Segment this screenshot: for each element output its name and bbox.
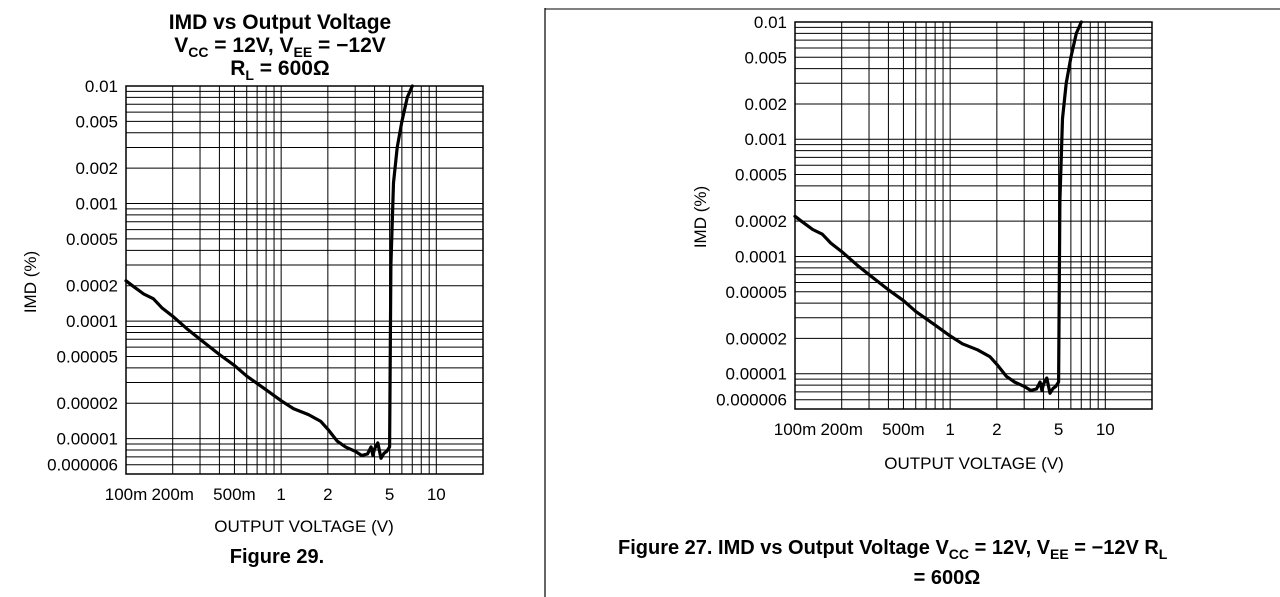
right-chart-y-tick-label: 0.01: [754, 13, 787, 32]
left-chart-grid: [125, 85, 484, 475]
right-chart-x-tick-label: 5: [1054, 420, 1063, 439]
right-chart-x-tick-label: 100m: [774, 420, 817, 439]
left-chart-y-tick-label: 0.00002: [57, 394, 118, 413]
left-chart-x-tick-label: 10: [427, 485, 446, 504]
right-chart-y-tick-label: 0.002: [744, 95, 787, 114]
left-chart-y-tick-labels: 0.01 0.005 0.002 0.001 0.0005 0.0002 0.0001 0.0…: [47, 77, 118, 475]
right-chart-x-tick-labels: 100m 200m 500m 1 2 5 10: [774, 420, 1115, 439]
left-chart-x-tick-label: 100m: [105, 485, 148, 504]
left-figure-caption: Figure 29.: [230, 546, 324, 568]
right-chart-series-line: [793, 20, 1083, 395]
right-chart-x-tick-label: 10: [1096, 420, 1115, 439]
right-chart-y-axis-label: IMD (%): [691, 186, 710, 248]
right-figure-caption: Figure 27. IMD vs Output Voltage VCC = 1…: [618, 537, 1168, 589]
right-chart-y-tick-label: 0.00001: [726, 365, 787, 384]
left-chart-y-tick-label: 0.000006: [47, 456, 118, 475]
left-chart-y-tick-label: 0.005: [75, 112, 118, 131]
right-chart-frame: [794, 21, 1153, 410]
left-chart-x-tick-label: 5: [385, 485, 394, 504]
left-chart-x-tick-label: 2: [323, 485, 332, 504]
left-chart-x-tick-label: 500m: [213, 485, 256, 504]
left-chart-y-tick-label: 0.00005: [57, 347, 118, 366]
right-chart-y-tick-label: 0.0005: [735, 166, 787, 185]
left-chart-title: IMD vs Output Voltage: [169, 11, 391, 34]
right-chart-y-tick-label: 0.0001: [735, 247, 787, 266]
left-chart-y-tick-label: 0.0002: [66, 277, 118, 296]
right-chart-x-tick-label: 200m: [820, 420, 863, 439]
right-figure-caption-line-1: Figure 27. IMD vs Output Voltage VCC = 1…: [618, 537, 1168, 562]
left-chart-y-tick-label: 0.00001: [57, 430, 118, 449]
left-chart-x-tick-label: 1: [276, 485, 285, 504]
right-chart-y-tick-label: 0.005: [744, 48, 787, 67]
left-chart-plot: 0.01 0.005 0.002 0.001 0.0005 0.0002 0.0001 0.0…: [47, 77, 484, 504]
right-figure-caption-line-2: = 600Ω: [914, 567, 981, 589]
right-chart-y-tick-label: 0.00002: [726, 329, 787, 348]
right-chart-y-tick-label: 0.00005: [726, 283, 787, 302]
left-chart-y-axis-label: IMD (%): [21, 251, 40, 313]
left-chart-y-tick-label: 0.01: [85, 77, 118, 96]
right-chart-x-axis-label: OUTPUT VOLTAGE (V): [884, 454, 1063, 473]
left-chart-subtitle-supply: VCC = 12V, VEE = −12V: [174, 34, 386, 60]
right-chart-x-tick-label: 1: [945, 420, 954, 439]
left-chart-y-tick-label: 0.002: [75, 159, 118, 178]
left-chart-x-tick-label: 200m: [151, 485, 194, 504]
right-chart-y-tick-labels: 0.01 0.005 0.002 0.001 0.0005 0.0002 0.0001 0.0…: [716, 13, 787, 410]
right-chart-plot: 0.01 0.005 0.002 0.001 0.0005 0.0002 0.0001 0.0…: [716, 13, 1153, 439]
left-chart-y-tick-label: 0.0001: [66, 312, 118, 331]
left-chart-frame: [125, 85, 484, 475]
right-chart-y-tick-label: 0.000006: [716, 391, 787, 410]
left-chart-y-tick-label: 0.001: [75, 195, 118, 214]
right-chart-grid: [794, 21, 1153, 410]
right-chart-y-tick-label: 0.001: [744, 130, 787, 149]
right-chart-x-tick-label: 2: [992, 420, 1001, 439]
left-chart-title-block: IMD vs Output Voltage VCC = 12V, VEE = −…: [169, 11, 391, 83]
left-chart-subtitle-load: RL = 600Ω: [230, 57, 330, 83]
left-chart-x-axis-label: OUTPUT VOLTAGE (V): [214, 517, 393, 536]
right-chart-y-tick-label: 0.0002: [735, 212, 787, 231]
left-chart-x-tick-labels: 100m 200m 500m 1 2 5 10: [105, 485, 446, 504]
left-chart-y-tick-label: 0.0005: [66, 230, 118, 249]
right-chart-x-tick-label: 500m: [882, 420, 925, 439]
left-chart-series-line: [124, 84, 414, 460]
